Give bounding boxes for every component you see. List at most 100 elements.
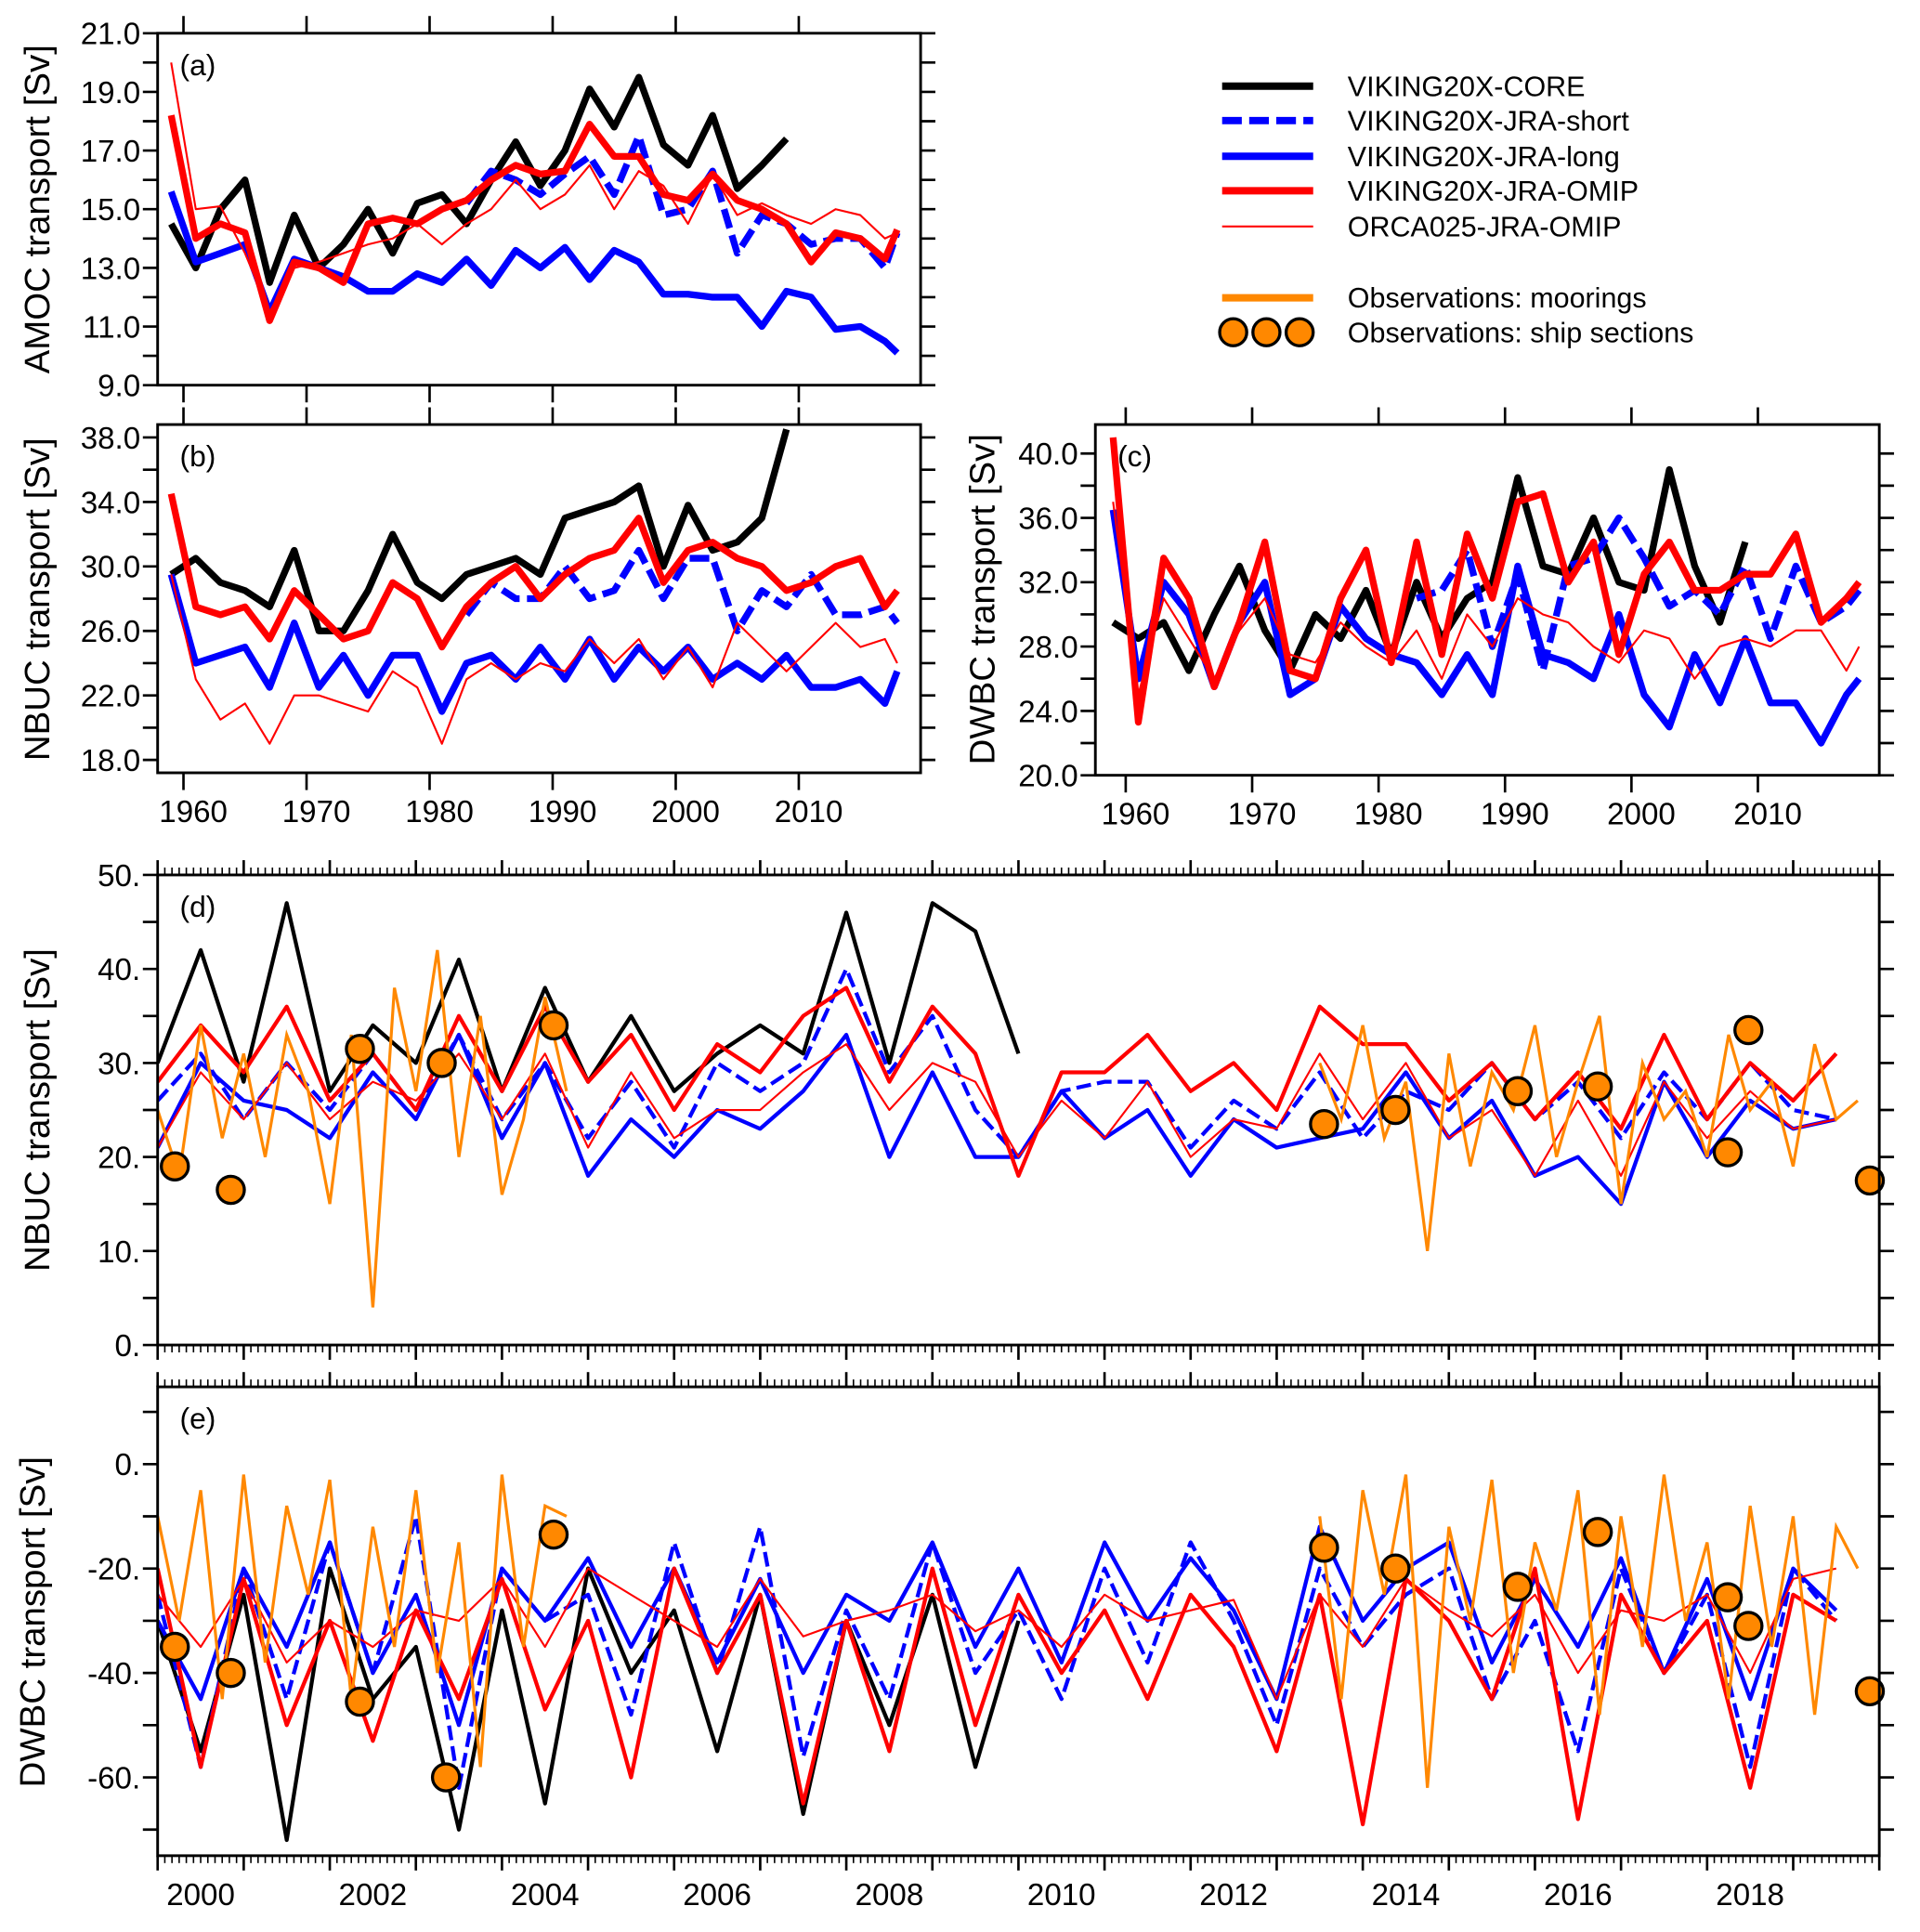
x-tick-label: 2010 — [1027, 1878, 1096, 1912]
y-tick-label: 19.0 — [81, 76, 140, 111]
ship-section-point — [426, 1048, 457, 1078]
plot-area — [167, 62, 901, 356]
y-tick-label: -40. — [87, 1657, 140, 1691]
series-line-moorings — [157, 949, 568, 1308]
y-tick-label: 38.0 — [81, 422, 140, 456]
ship-section-point — [1502, 1076, 1534, 1106]
series-line-viking20x-jra-omip — [1109, 437, 1862, 726]
ship-section-point — [1380, 1094, 1411, 1126]
ship-section-point — [1582, 1517, 1613, 1547]
y-tick-label: 36.0 — [1018, 502, 1078, 536]
series-line-viking20x-core — [168, 73, 790, 286]
plot-area — [167, 428, 901, 745]
y-tick-label: 10. — [98, 1235, 140, 1270]
legend-item-orca025-jra-omip: ORCA025-JRA-OMIP — [1221, 211, 1622, 242]
legend-item-viking20x-core: VIKING20X-CORE — [1221, 71, 1585, 102]
ship-section-point — [538, 1010, 569, 1041]
ship-section-point — [1582, 1071, 1613, 1102]
series-line-orca025-jra-omip — [157, 1567, 1837, 1701]
x-tick-label: 2008 — [856, 1878, 924, 1912]
x-tick-label: 2014 — [1372, 1878, 1441, 1912]
legend-label: VIKING20X-JRA-long — [1348, 141, 1620, 173]
ship-section-point — [1712, 1582, 1744, 1612]
y-tick-label: 15.0 — [81, 193, 140, 228]
series-line-viking20x-jra-long — [157, 1524, 1838, 1728]
series-line-orca025-jra-omip — [170, 574, 898, 745]
x-tick-label: 2000 — [1607, 798, 1676, 832]
y-tick-label: 21.0 — [81, 18, 140, 52]
plot-area — [157, 901, 1860, 1308]
legend-item-viking20x-jra-short: VIKING20X-JRA-short — [1221, 105, 1629, 137]
legend-item-viking20x-jra-long: VIKING20X-JRA-long — [1221, 141, 1620, 173]
panel-label: (b) — [180, 439, 216, 473]
axes-frame — [1093, 423, 1881, 777]
panel-d: 0. 10. 20. 30. 40. 50. (d) NBUC transport [Sv] — [18, 859, 1895, 1364]
y-tick-label: 30. — [98, 1047, 140, 1081]
y-tick-label: 0. — [115, 1329, 141, 1364]
panel-label: (c) — [1117, 439, 1152, 473]
series-line-viking20x-jra-short — [464, 132, 901, 272]
y-axis-label: NBUC transport [Sv] — [18, 948, 58, 1272]
x-tick-label: 2002 — [339, 1878, 408, 1912]
ship-section-point — [1854, 1165, 1886, 1196]
ship-section-point — [538, 1519, 569, 1550]
legend-item-moorings: Observations: moorings — [1221, 282, 1647, 314]
series-line-orca025-jra-omip — [1112, 502, 1861, 697]
y-tick-label: 18.0 — [81, 744, 140, 778]
y-axis-label: NBUC transport [Sv] — [18, 437, 58, 761]
y-tick-label: 11.0 — [83, 310, 140, 345]
y-axis-label: AMOC transport [Sv] — [18, 45, 58, 373]
x-tick-label: 1970 — [282, 795, 351, 829]
y-tick-label: -20. — [87, 1553, 140, 1587]
y-tick-label: 20. — [98, 1142, 140, 1176]
ship-section-point — [216, 1174, 246, 1206]
y-tick-label: 20.0 — [1018, 760, 1078, 794]
panel-c: 20.0 24.0 28.0 32.0 36.0 40.0 1960 1970 1980 1990… — [963, 407, 1895, 832]
legend: VIKING20X-CORE VIKING20X-JRA-short VIKIN… — [1218, 71, 1693, 348]
ship-section-point — [345, 1033, 375, 1064]
ship-section-point — [1380, 1553, 1411, 1584]
y-tick-label: 28.0 — [1018, 631, 1078, 665]
x-tick-label: 1970 — [1228, 798, 1297, 832]
y-tick-label: 24.0 — [1018, 695, 1078, 729]
legend-label: Observations: moorings — [1348, 282, 1647, 314]
x-tick-label: 1980 — [405, 795, 474, 829]
y-tick-label: 0. — [115, 1448, 141, 1482]
panel-label: (e) — [180, 1402, 216, 1435]
x-tick-label: 2004 — [511, 1878, 580, 1912]
series-line-moorings — [1318, 1474, 1860, 1788]
ship-section-marker-icon — [1218, 317, 1248, 347]
series-line-viking20x-jra-omip — [167, 114, 901, 324]
series-line-moorings — [1318, 1015, 1860, 1252]
y-tick-label: 40. — [98, 953, 140, 987]
ship-section-point — [160, 1151, 190, 1181]
x-tick-label: 2010 — [1733, 798, 1802, 832]
series-line-orca025-jra-omip — [170, 62, 898, 313]
legend-label: ORCA025-JRA-OMIP — [1348, 211, 1622, 242]
ship-section-point — [1712, 1137, 1744, 1168]
x-tick-label: 2000 — [166, 1878, 235, 1912]
x-tick-label: 1980 — [1354, 798, 1423, 832]
series-line-viking20x-core — [157, 1566, 1021, 1843]
ship-section-point — [1854, 1676, 1886, 1707]
ship-section-point — [345, 1686, 375, 1717]
x-tick-label: 2012 — [1199, 1878, 1268, 1912]
ship-section-marker-icon — [1284, 317, 1315, 347]
y-tick-label: 22.0 — [81, 680, 140, 714]
ship-section-point — [1309, 1532, 1339, 1563]
panel-label: (a) — [180, 48, 216, 82]
x-tick-label: 1960 — [1102, 798, 1170, 832]
panel-a: 9.0 11.0 13.0 15.0 17.0 19.0 21.0 (a) AMOC trans… — [18, 16, 936, 404]
legend-item-ship-sections: Observations: ship sections — [1218, 317, 1693, 348]
series-line-viking20x-core — [169, 428, 790, 634]
y-tick-label: 40.0 — [1018, 437, 1078, 472]
ship-section-point — [430, 1762, 462, 1793]
series-line-viking20x-jra-omip — [167, 492, 900, 651]
ship-section-point — [160, 1631, 190, 1663]
y-tick-label: -60. — [87, 1761, 140, 1795]
ship-section-point — [216, 1657, 246, 1689]
y-tick-label: 26.0 — [81, 615, 140, 649]
y-tick-label: 30.0 — [81, 551, 140, 585]
series-line-viking20x-jra-long — [167, 573, 901, 715]
